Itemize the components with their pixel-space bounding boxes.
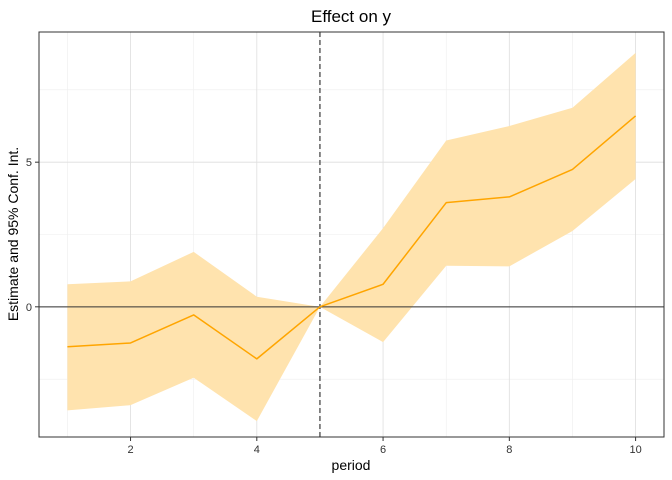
x-tick-label: 2	[127, 444, 133, 456]
plot-border	[38, 31, 665, 438]
x-axis-ticks: 2 4 6 8 10	[127, 437, 642, 456]
y-axis-label: Estimate and 95% Conf. Int.	[5, 147, 21, 321]
x-tick-label: 4	[254, 444, 260, 456]
estimate-line	[67, 115, 637, 360]
y-tick-label: 0	[26, 302, 32, 314]
estimate-line-layer	[67, 115, 637, 360]
x-tick-label: 8	[506, 444, 512, 456]
reference-lines	[39, 32, 664, 437]
confidence-band	[67, 52, 636, 422]
x-tick-label: 6	[380, 444, 386, 456]
y-tick-label: 5	[26, 157, 32, 169]
confidence-band-layer	[67, 52, 636, 422]
x-axis-label: period	[332, 457, 371, 473]
x-tick-label: 10	[629, 444, 641, 456]
chart-title: Effect on y	[311, 7, 392, 26]
y-axis-ticks: 05	[26, 157, 39, 314]
